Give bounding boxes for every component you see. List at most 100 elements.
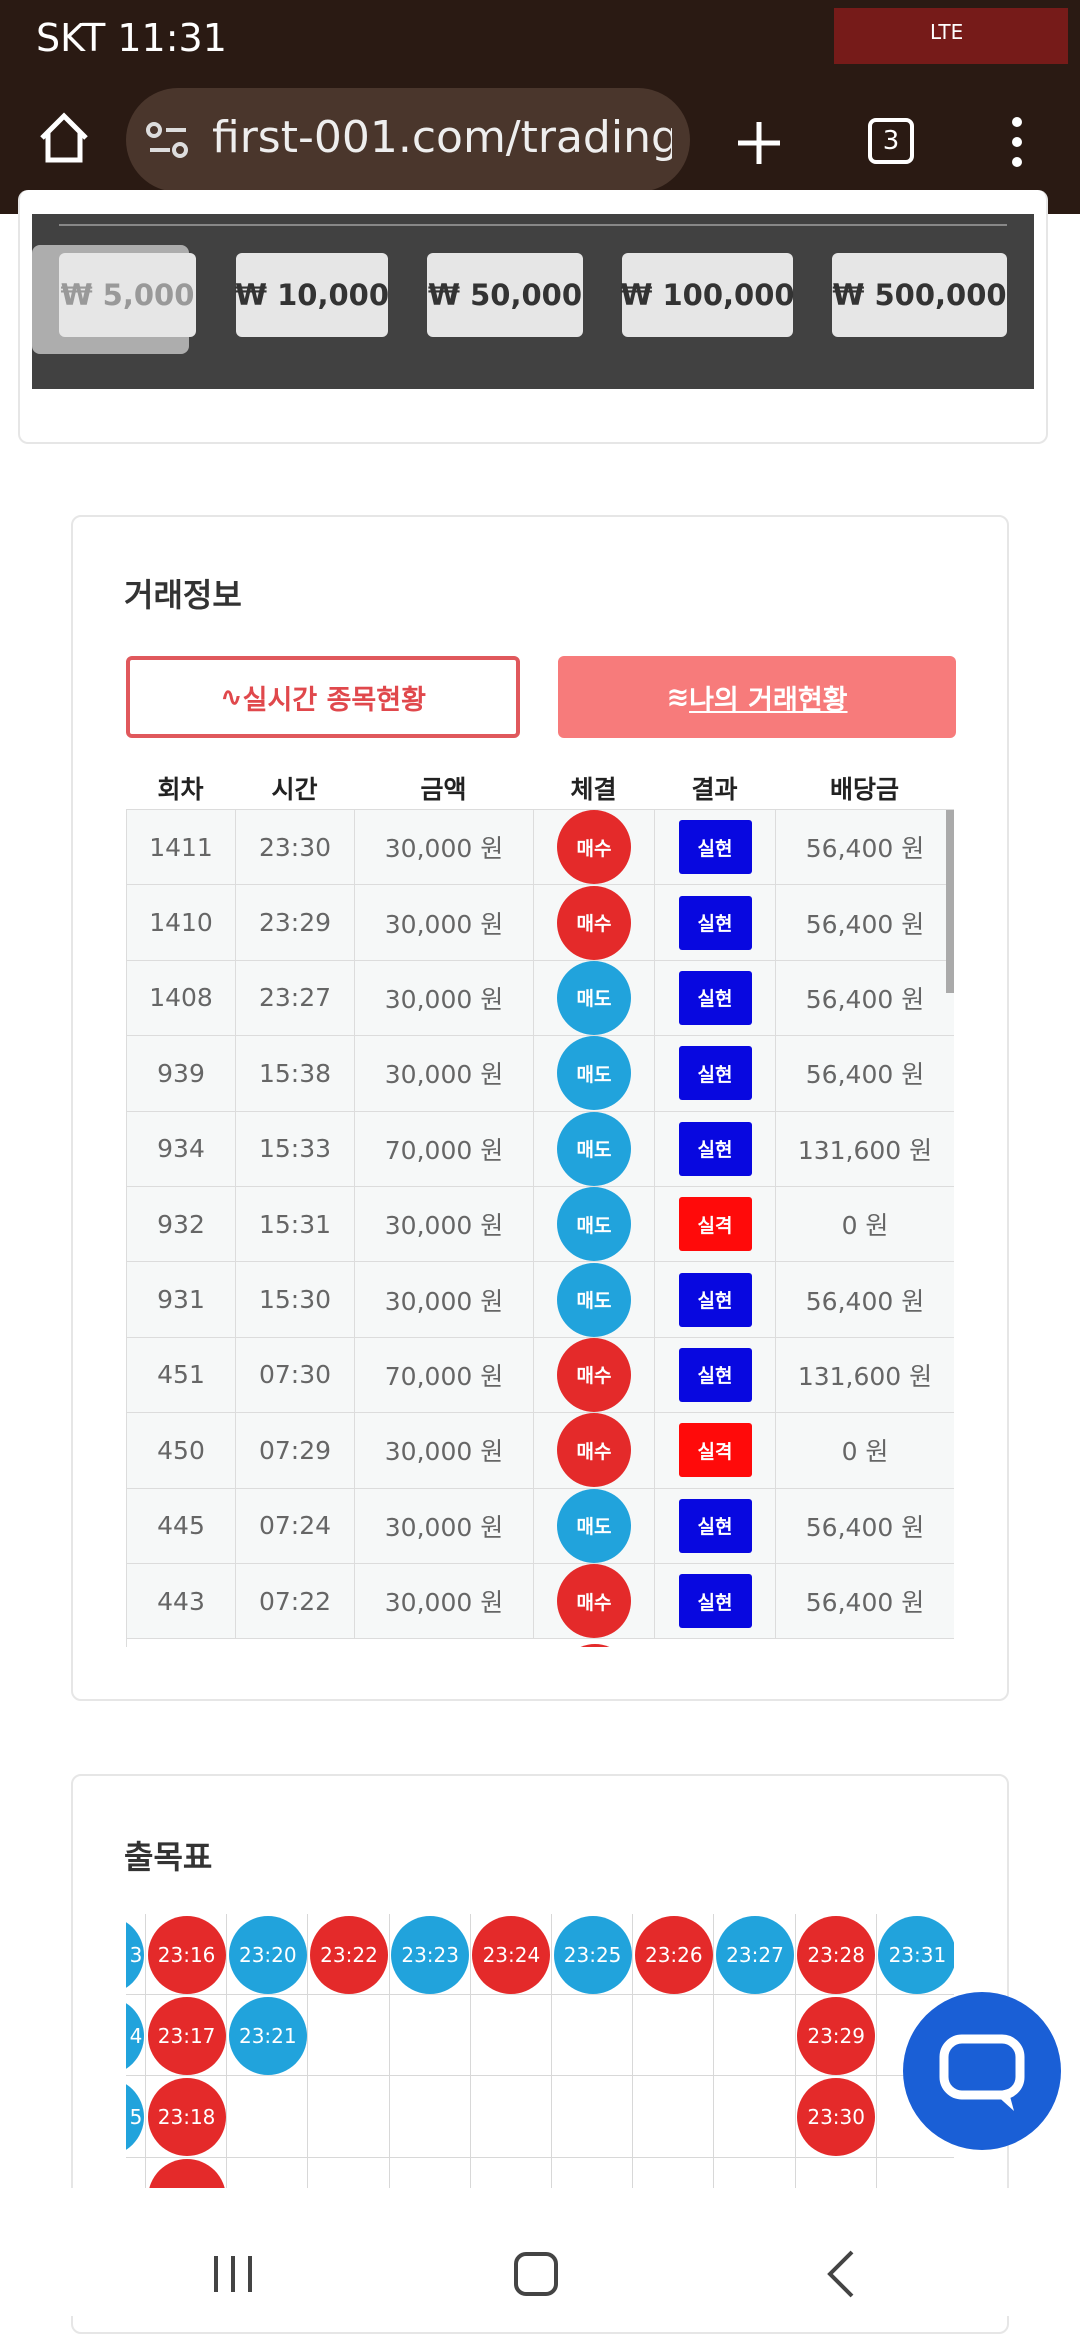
table-cell: 56,400 원 <box>776 1488 954 1564</box>
cell-text: 0 원 <box>841 1437 889 1467</box>
chat-button[interactable] <box>902 1991 1062 2151</box>
table-cell: 30,000 원 <box>355 885 534 961</box>
side-badge <box>557 1644 632 1647</box>
board-cell <box>552 2157 634 2188</box>
menu[interactable] <box>1002 114 1032 170</box>
column-header: 결과 <box>691 775 738 804</box>
amount-button[interactable]: ₩ 10,000 <box>235 253 389 337</box>
table-cell: 실현 <box>655 1564 776 1640</box>
cell-text: 56,400 원 <box>805 1060 925 1090</box>
trade-table: 1411 23:30 30,000 원 매수 실현 56,400 원 1410 23:29 30… <box>126 809 954 1647</box>
board-cell <box>389 2076 471 2158</box>
table-cell: 매수 <box>534 1564 655 1640</box>
table-cell: 56,400 원 <box>776 960 954 1037</box>
cell-text: 932 <box>157 1209 205 1239</box>
board-cell <box>714 2157 796 2188</box>
tab-mine[interactable]: ≋ 나의 거래현황 <box>558 656 956 738</box>
board-cell <box>389 1995 471 2077</box>
side-badge: 매수 <box>557 810 631 885</box>
amount-button[interactable]: ₩ 5,000 <box>59 253 196 337</box>
table-cell: 131,600 원 <box>776 1337 954 1414</box>
board-cell <box>308 1914 390 1996</box>
table-cell: 15:30 <box>236 1262 355 1338</box>
amount-button[interactable]: ₩ 500,000 <box>832 253 1007 337</box>
board-cell <box>876 1914 954 1996</box>
table-cell: 23:30 <box>236 810 355 886</box>
table-cell: 30,000 원 <box>355 1413 534 1489</box>
table-cell: 실현 <box>655 1337 776 1414</box>
board-cell <box>552 2076 634 2158</box>
table-cell: 매수 <box>534 1413 655 1489</box>
board-cell <box>471 2157 552 2188</box>
side-badge: 매도 <box>557 1111 631 1186</box>
board-cell <box>227 1914 309 1996</box>
amount-button[interactable]: ₩ 100,000 <box>620 253 795 337</box>
home-icon[interactable] <box>36 110 92 166</box>
table-cell: 56,400 원 <box>776 1036 954 1112</box>
tab-realtime[interactable]: ∿ 실시간 종목현황 <box>126 656 520 738</box>
side-badge: 매도 <box>557 1262 631 1337</box>
cell-text: 1410 <box>149 908 213 938</box>
cell-text: 30,000 원 <box>384 1512 504 1542</box>
table-cell: 450 <box>127 1413 236 1489</box>
table-cell: 30,000 원 <box>355 1187 534 1263</box>
cell-text: 15:33 <box>258 1134 332 1164</box>
table-cell: 931 <box>127 1262 236 1338</box>
url-text[interactable]: first-001.com/trading/ <box>212 112 672 163</box>
cell-text: 56,400 원 <box>805 1286 925 1316</box>
table-cell: 0 원 <box>776 1187 954 1263</box>
result-circle: 23:22 <box>310 1915 388 1994</box>
result-circle: 23:20 <box>228 1915 307 1994</box>
result-circle: 23:26 <box>634 1915 713 1994</box>
cell-text: 07:22 <box>258 1586 332 1616</box>
amount-button[interactable]: ₩ 50,000 <box>427 253 583 337</box>
cell-text: 0 원 <box>841 1211 889 1241</box>
site-icon <box>146 122 188 158</box>
scrollbar <box>946 810 954 993</box>
result-board: 3 4 5 23:16 23:17 23:18 23:20 23:21 23:22 23:23 23… <box>126 1914 954 2188</box>
cell-text: 443 <box>157 1586 205 1616</box>
table-cell: 23:29 <box>236 885 355 961</box>
table-cell: 매도 <box>534 1187 655 1263</box>
table-cell: 30,000 원 <box>355 1564 534 1640</box>
board-cell <box>308 1995 390 2077</box>
result-circle: 23:31 <box>878 1915 954 1994</box>
cell-text: 56,400 원 <box>805 909 925 939</box>
cell-text: 30,000 원 <box>384 1588 504 1618</box>
table-cell: 매도 <box>534 960 655 1037</box>
board-cell <box>126 2076 146 2158</box>
column-header: 시간 <box>271 775 318 804</box>
table-cell: 실격 <box>655 1187 776 1263</box>
result-badge: 실현 <box>678 1121 752 1176</box>
table-cell: 445 <box>127 1488 236 1564</box>
result-circle: 23:25 <box>553 1915 632 1994</box>
table-cell: 1411 <box>127 810 236 886</box>
board-cell <box>552 1995 634 2077</box>
table-cell: 30,000 원 <box>355 810 534 886</box>
result-badge: 실현 <box>678 820 752 875</box>
result-badge: 실현 <box>678 1574 752 1629</box>
url-bar[interactable] <box>126 88 690 192</box>
side-badge: 매수 <box>557 885 631 960</box>
table-cell: 실현 <box>655 1262 776 1338</box>
section-title: 출목표 <box>124 1838 213 1876</box>
table-cell: 실현 <box>655 1036 776 1112</box>
cell-text: 07:24 <box>258 1511 332 1541</box>
cell-text: 451 <box>157 1360 205 1390</box>
tab-count[interactable]: 3 <box>868 118 914 164</box>
new-tab[interactable] <box>734 118 784 168</box>
board-cell <box>146 2076 228 2158</box>
cell-text: 15:38 <box>258 1058 332 1088</box>
status-time: SKT 11:31 <box>36 16 227 60</box>
cell-text: 1411 <box>149 832 213 862</box>
result-badge: 실현 <box>678 895 752 950</box>
cell-text: 131,600 원 <box>797 1135 933 1165</box>
board-cell <box>552 1914 634 1996</box>
table-cell: 매도 <box>534 1036 655 1112</box>
board-cell <box>126 1914 146 1996</box>
board-cell <box>633 1995 715 2077</box>
cell-text: 23:29 <box>258 908 332 938</box>
table-cell: 실현 <box>655 1111 776 1187</box>
board-cell <box>308 2157 390 2188</box>
